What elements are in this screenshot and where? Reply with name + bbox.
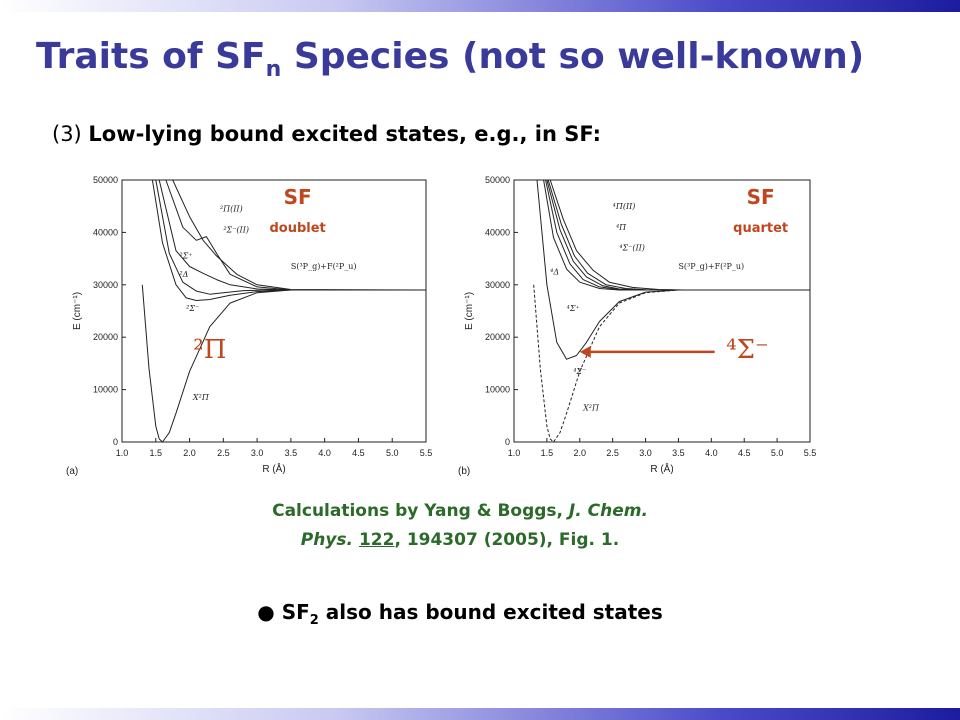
title-subscript: n	[265, 57, 282, 82]
panel-a-series-label: X²Π	[192, 393, 210, 402]
panel-a-series-line	[172, 179, 427, 291]
panel-b-y-tick-label: 50000	[485, 175, 510, 185]
panel-b-asymptote-label: S(³P_g)+F(²P_u)	[678, 262, 744, 271]
title-main: Traits of SF	[36, 36, 266, 77]
panel-b-series-label: ⁴Π	[616, 223, 627, 232]
panel-a-x-tick-label: 4.5	[352, 448, 365, 458]
panel-a-x-tick-label: 2.0	[183, 448, 196, 458]
panel-b-series-label: ⁴Σ⁺	[567, 304, 580, 313]
bullet-prefix: ● SF	[257, 600, 310, 624]
panel-b-y-tick-label: 40000	[485, 227, 510, 237]
panel-b-letter-label: (b)	[458, 466, 470, 477]
panel-a-y-tick-label: 20000	[93, 332, 118, 342]
panel-b-x-tick-label: 4.0	[705, 448, 718, 458]
panel-b-y-axis-label: E (cm⁻¹)	[464, 292, 475, 330]
panel-b-series-label: ⁴Δ	[550, 267, 559, 276]
panel-a-x-tick-label: 2.5	[217, 448, 230, 458]
panel-b-series-label: X²Π	[582, 404, 600, 413]
panel-a-series-label: ²Δ	[179, 270, 188, 279]
citation: Calculations by Yang & Boggs, J. Chem. P…	[200, 497, 720, 555]
panel-b-x-tick-label: 1.0	[508, 448, 521, 458]
bottom-gradient-bar	[0, 708, 960, 720]
panel-b-subtitle: quartet	[733, 221, 788, 236]
panel-b-x-tick-label: 2.5	[606, 448, 619, 458]
panel-a-x-tick-label: 3.0	[251, 448, 264, 458]
slide-title: Traits of SFn Species (not so well-known…	[36, 36, 865, 82]
minimum-arrow-head	[579, 345, 591, 358]
panel-b-x-tick-label: 1.5	[541, 448, 554, 458]
panel-b-x-tick-label: 4.5	[738, 448, 751, 458]
panel-b-state-label: ⁴Σ⁻	[726, 335, 769, 365]
panel-a-series-line	[165, 179, 426, 291]
panel-b-x-tick-label: 3.0	[639, 448, 652, 458]
panel-b-x-axis-label: R (Å)	[650, 462, 673, 475]
panel-a-series-label: ²Σ⁺	[179, 252, 192, 261]
panel-b-y-tick-label: 10000	[485, 385, 510, 395]
panel-a-series-line	[141, 284, 426, 443]
panel-b-y-tick-label: 0	[505, 437, 510, 447]
panel-b-y-tick-label: 20000	[485, 332, 510, 342]
panel-b-x-tick-label: 3.5	[672, 448, 685, 458]
panel-a-plot-frame	[121, 179, 427, 443]
bullet-subscript: 2	[309, 613, 319, 628]
bullet-point: ● SF2 also has bound excited states	[0, 600, 920, 628]
panel-a-state-label: ²Π	[193, 335, 226, 365]
potential-energy-svg: 1.0 1.5 2.0 2.5 3.0 3.5 4.0 4.5 5.0 5.5 0 10000 2000…	[66, 175, 817, 477]
panel-b-x-tick-label: 2.0	[574, 448, 587, 458]
title-rest: Species (not so well-known)	[281, 36, 865, 77]
panel-b-title: SF	[747, 185, 775, 209]
top-gradient-bar	[0, 0, 960, 12]
panel-a-x-tick-label: 1.0	[116, 448, 129, 458]
panel-a-title: SF	[284, 185, 312, 209]
citation-journal-2: Phys.	[300, 530, 354, 550]
panel-a-series-label: ²Π(II)	[220, 204, 243, 213]
panel-b-series-line	[549, 179, 810, 291]
panel-a-subtitle: doublet	[269, 221, 325, 236]
panel-a-x-tick-label: 3.5	[285, 448, 298, 458]
bullet-rest: also has bound excited states	[318, 600, 663, 624]
citation-authors: Calculations by Yang & Boggs,	[272, 501, 569, 521]
panel-a-y-tick-label: 40000	[93, 227, 118, 237]
panel-a-x-tick-label: 5.5	[420, 448, 433, 458]
panel-a-x-tick-label: 1.5	[150, 448, 163, 458]
panel-a-y-tick-label: 30000	[93, 280, 118, 290]
panel-a-y-axis-label: E (cm⁻¹)	[72, 292, 83, 330]
citation-volume: 122	[358, 530, 395, 550]
potential-energy-figure: 1.0 1.5 2.0 2.5 3.0 3.5 4.0 4.5 5.0 5.5 0 10000 2000…	[60, 166, 840, 486]
subheading-text: Low-lying bound excited states, e.g., in…	[88, 122, 601, 146]
panel-a-asymptote-label: S(³P_g)+F(²P_u)	[291, 262, 357, 271]
panel-b-x-tick-label: 5.0	[771, 448, 784, 458]
citation-line-2: Phys. 122, 194307 (2005), Fig. 1.	[200, 526, 720, 555]
panel-b-plot-frame	[513, 179, 811, 443]
panel-a-series-line	[158, 179, 426, 291]
citation-line-1: Calculations by Yang & Boggs, J. Chem.	[200, 497, 720, 526]
panel-a-x-tick-label: 4.0	[318, 448, 331, 458]
panel-a-x-axis-label: R (Å)	[262, 462, 285, 475]
panel-b-series-label: ⁴Π(II)	[613, 202, 636, 211]
citation-journal-1: J. Chem.	[568, 501, 648, 521]
panel-b-series-label: ⁴Σ⁻(II)	[619, 244, 645, 253]
panel-a-series-label: ²Σ⁻(II)	[223, 225, 249, 234]
panel-a-letter-label: (a)	[66, 466, 78, 477]
panel-a-y-tick-label: 50000	[93, 175, 118, 185]
subheading: (3) Low-lying bound excited states, e.g.…	[52, 122, 601, 146]
panel-a-y-tick-label: 0	[113, 437, 118, 447]
panel-b-x-tick-label: 5.5	[804, 448, 817, 458]
panel-a-y-tick-label: 10000	[93, 385, 118, 395]
citation-rest: , 194307 (2005), Fig. 1.	[394, 530, 620, 550]
panel-b-y-tick-label: 30000	[485, 280, 510, 290]
subheading-number: (3)	[52, 122, 89, 146]
panel-a-x-tick-label: 5.0	[386, 448, 399, 458]
panel-a-series-label: ²Σ⁻	[186, 304, 199, 313]
